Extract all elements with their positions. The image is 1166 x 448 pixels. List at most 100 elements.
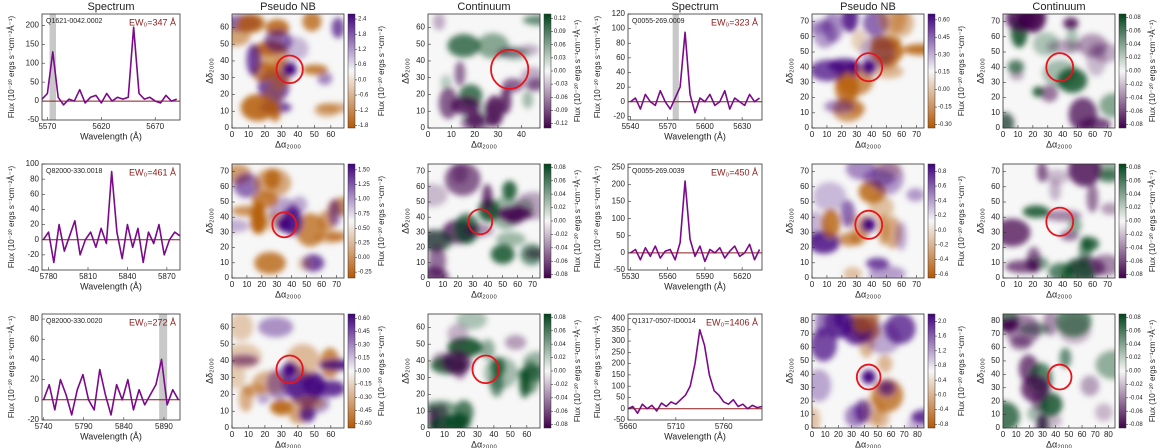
x-tick-label: 0 <box>810 130 815 139</box>
image-panel: -0.6 -0.4 -0.2 0.0 0.2 0.4 0.6 0.8 Flux (10⁻²⁰ e… <box>784 163 966 299</box>
equivalent-width: EW₀=347 Å <box>129 17 176 27</box>
noise-blob <box>428 245 446 277</box>
y-tick-label: 10 <box>800 410 809 419</box>
noise-blob <box>519 368 530 399</box>
y-tick-label: 150 <box>612 197 626 206</box>
y-tick-label: 10 <box>416 406 425 415</box>
x-tick-label: 5620 <box>733 272 751 281</box>
x-tick-label: 5660 <box>619 422 637 431</box>
colorbar-tick-label: 0.02 <box>1129 355 1141 361</box>
image-panel: -0.8 -0.4 0.0 0.4 0.8 1.2 1.6 2.0 Flux (10⁻²⁰ er… <box>784 313 966 448</box>
noise-blob <box>878 14 907 35</box>
y-axis-label: Flux (10⁻²⁰ ergs s⁻¹cm⁻²Å⁻¹) <box>593 316 602 419</box>
colorbar-tick-label: 0.00 <box>554 369 566 375</box>
x-tick-label: 50 <box>882 280 891 289</box>
spectrum-panel: Q0055-269.0039 EW₀=450 Å 5530 5560 5590 5620 -… <box>593 163 763 291</box>
noise-blob <box>877 354 893 373</box>
x-axis-label: Δα₂₀₀₀ <box>471 289 497 299</box>
noise-blob <box>828 58 861 73</box>
colorbar-tick-label: 0.02 <box>1129 205 1141 211</box>
colorbar-tick-label: -0.04 <box>554 395 568 401</box>
noise-blob <box>812 369 832 402</box>
equivalent-width: EW₀=272 Å <box>129 317 176 327</box>
noise-blob <box>233 173 261 198</box>
colorbar-tick-label: 0.06 <box>554 178 566 184</box>
image-structure <box>1003 164 1115 278</box>
x-tick-label: 40 <box>293 430 302 439</box>
colorbar-tick-label: 0.50 <box>358 226 370 232</box>
y-tick-label: 80 <box>616 38 625 47</box>
colorbar-tick-label: 0.75 <box>358 211 370 217</box>
x-tick-label: 5570 <box>659 122 677 131</box>
spectrum-line <box>42 170 181 264</box>
image-map <box>812 14 924 128</box>
y-tick-label: 60 <box>30 189 39 198</box>
object-id: Q82000-330.0018 <box>46 168 103 175</box>
source-circle <box>1045 206 1075 237</box>
panel-title: Pseudo NB <box>260 1 316 13</box>
image-panel: -0.25 0.00 0.25 0.50 0.75 1.00 1.25 1.50 Flux (1… <box>204 163 386 299</box>
y-tick-label: 20 <box>220 243 229 252</box>
source-blob <box>282 62 297 77</box>
colorbar-label: Flux (10⁻²⁰ ergs s⁻¹cm⁻²Å⁻¹) <box>573 20 582 123</box>
equivalent-width: EW₀=450 Å <box>711 167 758 177</box>
x-tick-label: 50 <box>1073 130 1082 139</box>
x-tick-label: 5570 <box>38 122 56 131</box>
x-tick-label: 5870 <box>158 272 176 281</box>
noise-blob <box>324 231 344 242</box>
y-tick-label: 0 <box>35 96 40 105</box>
colorbar-label: Flux (10⁻²⁰ ergs s⁻¹cm⁻²) <box>957 26 966 116</box>
noise-blob <box>317 71 333 85</box>
noise-blob <box>254 251 286 275</box>
y-tick-label: 50 <box>416 339 425 348</box>
y-tick-label: 0 <box>805 273 810 282</box>
x-tick-label: 70 <box>332 280 341 289</box>
colorbar-tick-label: -0.08 <box>1129 422 1143 428</box>
colorbar-tick-label: 2.0 <box>938 319 947 325</box>
y-tick-label: 60 <box>991 182 1000 191</box>
noise-blob <box>482 183 493 212</box>
colorbar-tick-label: 0.8 <box>938 169 947 175</box>
noise-blob <box>251 191 279 209</box>
y-tick-label: 100 <box>26 159 40 168</box>
x-axis-label: Δα₂₀₀₀ <box>275 139 301 149</box>
spectrum-panel: Q82000-330.0018 EW₀=461 Å 5780 5810 5840 5870… <box>7 159 181 291</box>
colorbar-tick-label: 0.08 <box>1129 165 1141 171</box>
y-tick-label: 30 <box>220 228 229 237</box>
y-tick-label: 50 <box>220 197 229 206</box>
colorbar-tick-label: 0.25 <box>358 241 370 247</box>
colorbar-tick-label: 0.6 <box>938 184 947 190</box>
axes-frame <box>427 163 541 279</box>
colorbar-label: Flux (10⁻²⁰ ergs s⁻¹cm⁻²Å⁻¹) <box>573 320 582 423</box>
x-tick-label: 60 <box>897 280 906 289</box>
image-panel: Pseudo NB -1.8 -1.2 -0.6 0.0 0.6 1.2 1.8 2.4 Flux… <box>204 1 386 149</box>
x-tick-label: 40 <box>1058 280 1067 289</box>
colorbar <box>543 163 552 279</box>
x-tick-label: 5590 <box>696 272 714 281</box>
colorbar-tick-label: -0.06 <box>1129 259 1143 265</box>
x-tick-label: 30 <box>1043 130 1052 139</box>
noise-blob <box>447 323 469 345</box>
axes-frame <box>41 313 181 421</box>
colorbar-tick-label: 0.0 <box>938 228 947 234</box>
noise-blob <box>871 406 890 428</box>
image-structure <box>428 164 540 278</box>
colorbar-tick-label: -0.02 <box>1129 232 1143 238</box>
y-tick-label: -50 <box>613 265 625 274</box>
colorbar-label: Flux (10⁻²⁰ ergs s⁻¹cm⁻²) <box>957 326 966 416</box>
colorbar-tick-label: 1.25 <box>358 182 370 188</box>
noise-blob <box>1092 43 1115 63</box>
colorbar-tick-label: 0.00 <box>554 69 566 75</box>
noise-blob <box>522 90 534 109</box>
x-tick-label: 0 <box>1001 280 1006 289</box>
equivalent-width: EW₀=323 Å <box>711 17 758 27</box>
y-tick-label: 70 <box>800 329 809 338</box>
x-tick-label: 20 <box>837 130 846 139</box>
colorbar <box>1118 313 1127 429</box>
x-tick-label: 5540 <box>622 122 640 131</box>
y-tick-label: 30 <box>991 383 1000 392</box>
image-structure <box>232 164 344 275</box>
y-tick-label: 50 <box>616 231 625 240</box>
y-tick-label: 30 <box>416 373 425 382</box>
